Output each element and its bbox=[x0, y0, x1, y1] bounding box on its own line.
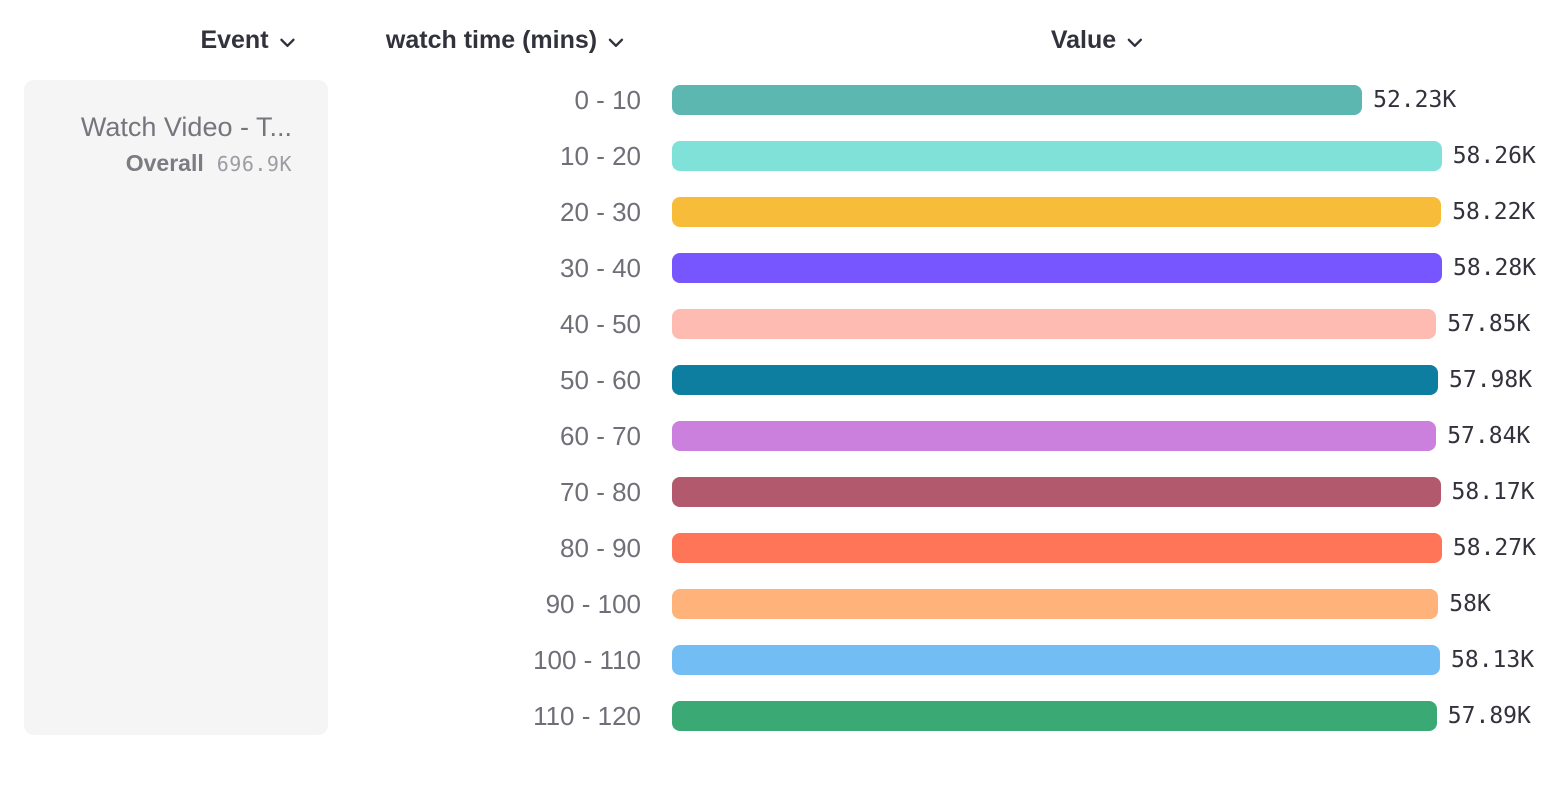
column-header-breakdown[interactable]: watch time (mins) bbox=[386, 26, 624, 55]
bar[interactable] bbox=[672, 365, 1438, 395]
bar-area: 58.13K bbox=[672, 645, 1534, 675]
bar-area: 58.28K bbox=[672, 253, 1536, 283]
chart-row: 90 - 100 58K bbox=[0, 576, 1568, 632]
bucket-label: 20 - 30 bbox=[560, 196, 641, 227]
bucket-label: 30 - 40 bbox=[560, 252, 641, 283]
event-name: Watch Video - T... bbox=[80, 112, 292, 142]
chevron-down-icon bbox=[280, 38, 295, 47]
bar-value: 58.13K bbox=[1451, 647, 1535, 673]
bar-area: 57.89K bbox=[672, 701, 1531, 731]
chevron-down-icon bbox=[608, 38, 624, 47]
bucket-label: 90 - 100 bbox=[545, 588, 641, 619]
bar-value: 58.27K bbox=[1452, 535, 1536, 561]
chart-row: 10 - 20 58.26K bbox=[0, 128, 1568, 184]
bar-value: 57.98K bbox=[1449, 367, 1533, 393]
bucket-label: 0 - 10 bbox=[574, 84, 642, 115]
bar-value: 57.89K bbox=[1447, 703, 1531, 729]
chart-row: 110 - 120 57.89K bbox=[0, 688, 1568, 744]
bucket-label: 40 - 50 bbox=[560, 308, 641, 339]
bucket-label: 60 - 70 bbox=[560, 420, 641, 451]
bar[interactable] bbox=[672, 421, 1437, 451]
event-summary: Watch Video - T... Overall 696.9K bbox=[81, 110, 292, 177]
overall-value: 696.9K bbox=[216, 152, 292, 176]
column-header-value[interactable]: Value bbox=[1051, 26, 1143, 55]
bucket-label: 80 - 90 bbox=[560, 532, 641, 563]
bucket-label: 110 - 120 bbox=[533, 700, 641, 731]
bar-area: 58.27K bbox=[672, 533, 1536, 563]
bar[interactable] bbox=[672, 477, 1441, 507]
event-panel[interactable]: Watch Video - T... Overall 696.9K bbox=[24, 80, 328, 735]
bar-area: 58.22K bbox=[672, 197, 1535, 227]
chart-row: 20 - 30 58.22K bbox=[0, 184, 1568, 240]
bar-area: 58.17K bbox=[672, 477, 1535, 507]
chart-row: 50 - 60 57.98K bbox=[0, 352, 1568, 408]
chart-row: 60 - 70 57.84K bbox=[0, 408, 1568, 464]
bar-value: 52.23K bbox=[1373, 87, 1457, 113]
bar[interactable] bbox=[672, 533, 1442, 563]
bar-area: 57.84K bbox=[672, 421, 1530, 451]
chevron-down-icon bbox=[1127, 38, 1143, 47]
overall-label: Overall bbox=[125, 150, 204, 176]
bar[interactable] bbox=[672, 309, 1437, 339]
column-header-event-label: Event bbox=[200, 26, 269, 54]
bar-area: 57.85K bbox=[672, 309, 1530, 339]
bar[interactable] bbox=[672, 197, 1442, 227]
column-header-event[interactable]: Event bbox=[200, 26, 295, 55]
bucket-label: 50 - 60 bbox=[560, 364, 641, 395]
bar-value: 57.84K bbox=[1447, 423, 1531, 449]
bar-area: 57.98K bbox=[672, 365, 1532, 395]
bar-value: 57.85K bbox=[1447, 311, 1531, 337]
column-header-value-label: Value bbox=[1050, 26, 1117, 54]
bar[interactable] bbox=[672, 589, 1439, 619]
bar-chart: 0 - 10 52.23K 10 - 20 58.26K 20 - 30 58.22K 30… bbox=[0, 72, 1568, 744]
bar[interactable] bbox=[672, 645, 1440, 675]
column-header-breakdown-label: watch time (mins) bbox=[385, 26, 598, 54]
bucket-label: 10 - 20 bbox=[560, 140, 641, 171]
bar[interactable] bbox=[672, 701, 1437, 731]
chart-row: 100 - 110 58.13K bbox=[0, 632, 1568, 688]
bar-value: 58.26K bbox=[1452, 143, 1536, 169]
bar-value: 58.22K bbox=[1452, 199, 1536, 225]
bar-value: 58K bbox=[1449, 591, 1491, 617]
bar[interactable] bbox=[672, 85, 1363, 115]
bar[interactable] bbox=[672, 141, 1442, 171]
bar-value: 58.28K bbox=[1453, 255, 1537, 281]
chart-row: 70 - 80 58.17K bbox=[0, 464, 1568, 520]
bar-area: 58K bbox=[672, 589, 1491, 619]
chart-row: 40 - 50 57.85K bbox=[0, 296, 1568, 352]
event-overall-row: Overall 696.9K bbox=[81, 150, 292, 177]
chart-row: 30 - 40 58.28K bbox=[0, 240, 1568, 296]
chart-row: 0 - 10 52.23K bbox=[0, 72, 1568, 128]
bar-value: 58.17K bbox=[1451, 479, 1535, 505]
bucket-label: 70 - 80 bbox=[560, 476, 641, 507]
bar[interactable] bbox=[672, 253, 1442, 283]
bar-area: 52.23K bbox=[672, 85, 1456, 115]
chart-row: 80 - 90 58.27K bbox=[0, 520, 1568, 576]
bucket-label: 100 - 110 bbox=[533, 644, 641, 675]
bar-area: 58.26K bbox=[672, 141, 1536, 171]
